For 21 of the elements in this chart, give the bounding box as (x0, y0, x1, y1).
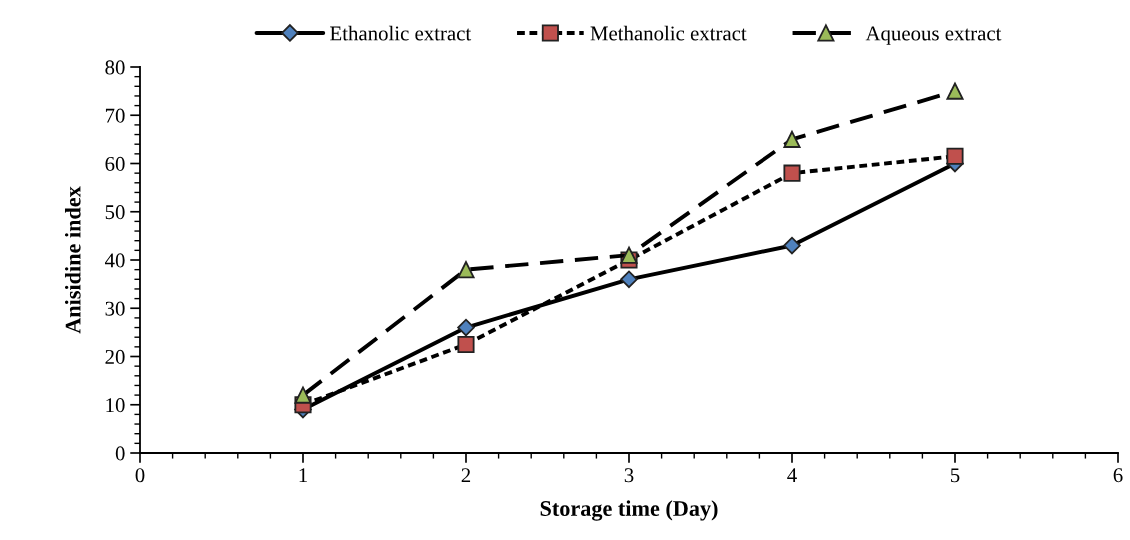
x-tick-label: 1 (299, 468, 307, 483)
y-tick-label: 80 (105, 60, 125, 75)
y-axis-title: Anisidine index (64, 186, 81, 334)
y-tick-label: 70 (105, 108, 125, 123)
y-tick-label: 50 (105, 205, 125, 220)
y-tick-label: 60 (105, 156, 125, 171)
x-axis-title: Storage time (Day) (540, 500, 718, 521)
y-tick-label: 0 (115, 446, 125, 461)
y-tick-label: 20 (105, 349, 125, 364)
y-tick-label: 30 (105, 301, 125, 316)
x-tick-label: 2 (461, 468, 471, 483)
x-tick-label: 3 (624, 468, 634, 483)
x-tick-label: 5 (951, 468, 960, 483)
legend-label: Ethanolic extract (330, 25, 472, 41)
legend-label: Methanolic extract (590, 25, 747, 41)
x-tick-label: 6 (1113, 468, 1123, 483)
y-tick-label: 10 (106, 398, 125, 413)
x-tick-label: 0 (135, 468, 145, 483)
x-tick-label: 4 (787, 468, 797, 483)
legend-label: Aqueous extract (865, 26, 1002, 45)
y-tick-label: 40 (104, 253, 125, 268)
